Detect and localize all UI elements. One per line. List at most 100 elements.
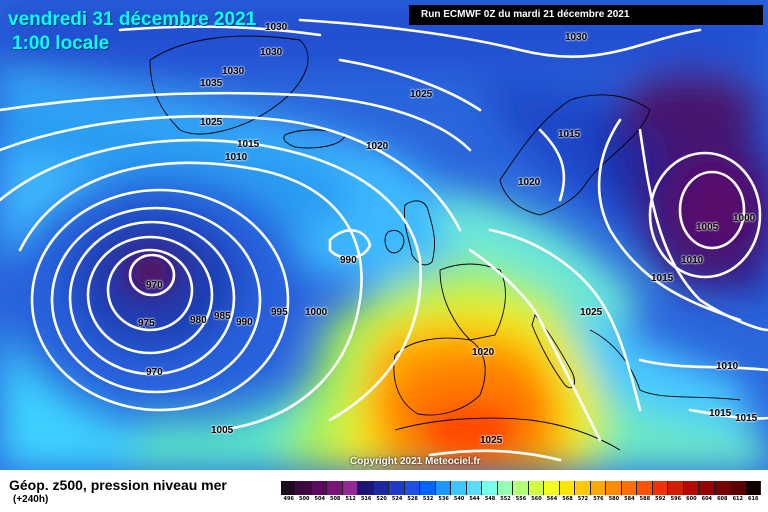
color-scale-value: 588 bbox=[639, 496, 651, 502]
isobar-label: 980 bbox=[190, 315, 207, 326]
geopotential-field bbox=[0, 0, 768, 470]
isobar-label: 1005 bbox=[696, 222, 719, 233]
color-scale-step: 532 bbox=[420, 481, 436, 505]
color-scale-step: 596 bbox=[668, 481, 684, 505]
color-scale-step: 592 bbox=[652, 481, 669, 505]
color-scale-swatch bbox=[497, 481, 514, 495]
color-scale-step: 580 bbox=[606, 481, 622, 505]
color-scale-swatch bbox=[327, 481, 343, 495]
isobar-label: 1015 bbox=[237, 139, 260, 150]
color-scale-value: 568 bbox=[562, 496, 573, 502]
isobars bbox=[0, 18, 768, 462]
variable-title: Géop. z500, pression niveau mer bbox=[9, 477, 227, 493]
color-scale-value: 576 bbox=[593, 496, 604, 502]
color-scale-swatch bbox=[482, 481, 498, 495]
color-scale-swatch bbox=[389, 481, 405, 495]
color-scale-step: 508 bbox=[327, 481, 343, 505]
color-scale-swatch bbox=[404, 481, 421, 495]
isobar-label: 1035 bbox=[200, 78, 223, 89]
isobar-label: 1000 bbox=[733, 213, 756, 224]
isobar-label: 970 bbox=[146, 280, 163, 291]
isobar-label: 990 bbox=[340, 255, 357, 266]
color-scale-swatch bbox=[621, 481, 638, 495]
color-scale-value: 604 bbox=[701, 496, 713, 502]
color-scale-step: 524 bbox=[389, 481, 405, 505]
color-scale-step: 500 bbox=[296, 481, 312, 505]
isobar-label: 1025 bbox=[200, 117, 223, 128]
color-scale-value: 600 bbox=[686, 496, 697, 502]
color-scale-step: 556 bbox=[513, 481, 529, 505]
color-scale-value: 500 bbox=[299, 496, 310, 502]
color-scale-value: 524 bbox=[391, 496, 403, 502]
color-scale-value: 612 bbox=[732, 496, 743, 502]
isobar-label: 1030 bbox=[260, 47, 283, 58]
color-scale-swatch bbox=[683, 481, 700, 495]
color-scale: 496 500 504 508 512 516 520 524 528 532 536 540 544 5… bbox=[281, 481, 762, 505]
color-scale-swatch bbox=[373, 481, 390, 495]
color-scale-step: 588 bbox=[637, 481, 653, 505]
color-scale-swatch bbox=[358, 481, 374, 495]
legend-footer: Géop. z500, pression niveau mer (+240h) … bbox=[0, 470, 768, 512]
color-scale-value: 592 bbox=[655, 496, 666, 502]
color-scale-value: 584 bbox=[624, 496, 635, 502]
isobar-label: 985 bbox=[214, 311, 231, 322]
color-scale-value: 564 bbox=[546, 496, 558, 502]
color-scale-swatch bbox=[296, 481, 312, 495]
isobar-label: 1025 bbox=[480, 435, 503, 446]
color-scale-value: 540 bbox=[453, 496, 465, 502]
isobar-label: 1025 bbox=[410, 89, 433, 100]
color-scale-step: 516 bbox=[358, 481, 374, 505]
lead-time: (+240h) bbox=[13, 494, 49, 505]
color-scale-step: 540 bbox=[451, 481, 467, 505]
color-scale-step: 528 bbox=[404, 481, 421, 505]
color-scale-value: 508 bbox=[329, 496, 341, 502]
isobar-label: 1030 bbox=[265, 22, 288, 33]
color-scale-swatch bbox=[451, 481, 467, 495]
isobar-label: 1005 bbox=[211, 425, 234, 436]
isobar-label: 1030 bbox=[565, 32, 588, 43]
isobar-label: 1020 bbox=[366, 141, 389, 152]
color-scale-step: 576 bbox=[590, 481, 607, 505]
color-scale-swatch bbox=[730, 481, 746, 495]
color-scale-value: 536 bbox=[438, 496, 449, 502]
color-scale-swatch bbox=[528, 481, 545, 495]
color-scale-step: 616 bbox=[745, 481, 762, 505]
color-scale-value: 520 bbox=[376, 496, 387, 502]
color-scale-swatch bbox=[652, 481, 669, 495]
isobar-label: 1020 bbox=[518, 177, 541, 188]
isobar-label: 1015 bbox=[735, 413, 758, 424]
color-scale-step: 504 bbox=[311, 481, 328, 505]
color-scale-value: 616 bbox=[748, 496, 759, 502]
color-scale-step: 496 bbox=[281, 481, 297, 505]
color-scale-step: 564 bbox=[544, 481, 560, 505]
color-scale-step: 572 bbox=[575, 481, 591, 505]
color-scale-step: 552 bbox=[497, 481, 514, 505]
color-scale-swatch bbox=[559, 481, 576, 495]
color-scale-swatch bbox=[606, 481, 622, 495]
color-scale-swatch bbox=[311, 481, 328, 495]
isobar-label: 1015 bbox=[709, 408, 732, 419]
color-scale-step: 544 bbox=[466, 481, 483, 505]
color-scale-swatch bbox=[745, 481, 762, 495]
isobar-label: 1000 bbox=[305, 307, 328, 318]
isobar-label: 1015 bbox=[558, 129, 581, 140]
color-scale-swatch bbox=[466, 481, 483, 495]
color-scale-value: 580 bbox=[608, 496, 620, 502]
forecast-date-title: vendredi 31 décembre 2021 bbox=[8, 9, 257, 30]
isobar-label: 1010 bbox=[716, 361, 739, 372]
color-scale-swatch bbox=[714, 481, 731, 495]
isobar-label: 995 bbox=[271, 307, 288, 318]
isobar-label: 1015 bbox=[651, 273, 674, 284]
color-scale-step: 612 bbox=[730, 481, 746, 505]
weather-map: 1030 1030 1030 1035 1030 1025 1025 1015 … bbox=[0, 0, 768, 470]
copyright-notice: Copyright 2021 Meteociel.fr bbox=[350, 456, 481, 467]
color-scale-swatch bbox=[513, 481, 529, 495]
color-scale-value: 560 bbox=[531, 496, 542, 502]
color-scale-swatch bbox=[575, 481, 591, 495]
color-scale-step: 536 bbox=[435, 481, 452, 505]
isobar-label: 975 bbox=[138, 318, 155, 329]
color-scale-swatch bbox=[668, 481, 684, 495]
color-scale-value: 528 bbox=[407, 496, 418, 502]
isobar-label: 990 bbox=[236, 317, 253, 328]
color-scale-step: 608 bbox=[714, 481, 731, 505]
